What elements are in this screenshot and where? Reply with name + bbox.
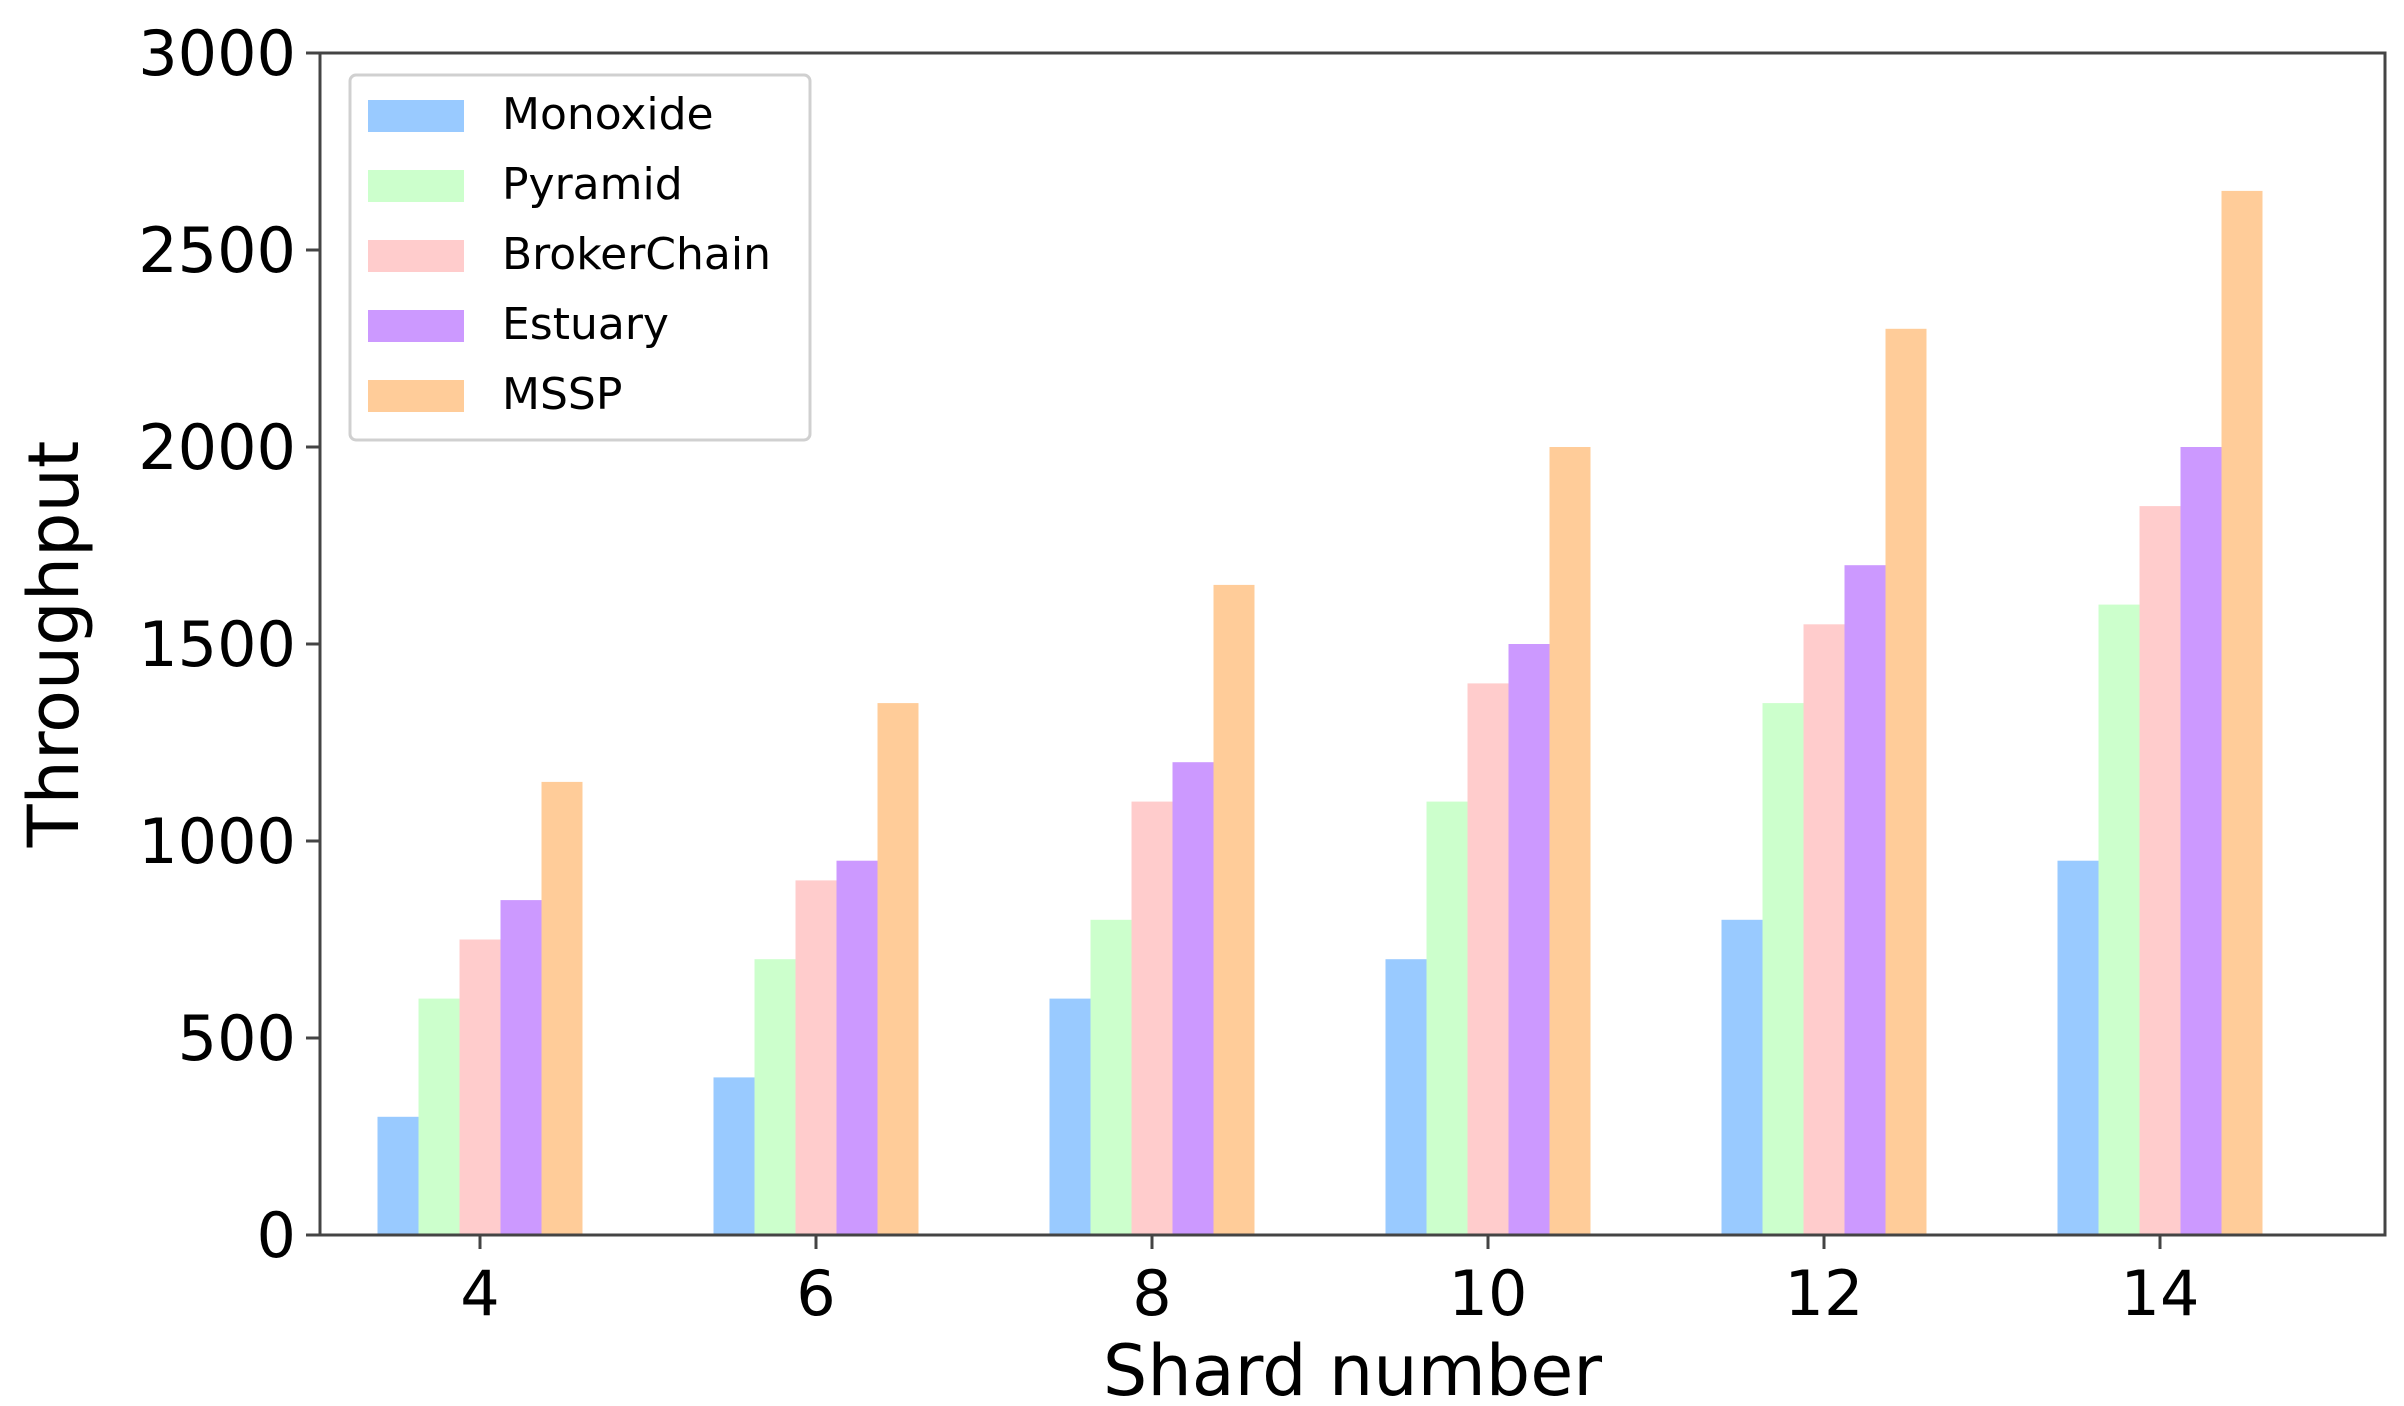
legend-frame [348, 73, 812, 442]
bar-pyramid-4 [418, 998, 460, 1235]
bar-estuary-6 [836, 860, 878, 1235]
bar-mssp-6 [877, 703, 919, 1235]
bar-estuary-10 [1508, 644, 1550, 1235]
bar-brokerchain-12 [1803, 624, 1845, 1235]
x-tick-label: 8 [1132, 1257, 1171, 1330]
bar-pyramid-12 [1762, 703, 1804, 1235]
bar-mssp-4 [541, 781, 583, 1235]
x-axis-label: Shard number [1103, 1330, 1602, 1406]
y-tick-label: 2000 [138, 411, 296, 484]
bar-monoxide-10 [1385, 959, 1427, 1235]
y-axis-label: Throughput [13, 441, 95, 849]
legend-swatch-mssp [368, 380, 464, 412]
legend-label-estuary: Estuary [502, 299, 669, 350]
legend: Monoxide Pyramid BrokerChain Estuary MSSP [348, 73, 812, 442]
bar-estuary-4 [500, 900, 542, 1235]
bar-estuary-12 [1844, 565, 1886, 1235]
legend-swatch-monoxide [368, 100, 464, 132]
bar-monoxide-8 [1049, 998, 1091, 1235]
bar-brokerchain-8 [1131, 801, 1173, 1235]
bar-mssp-12 [1885, 328, 1927, 1235]
bar-brokerchain-14 [2139, 506, 2181, 1236]
x-tick-label: 4 [460, 1257, 499, 1330]
bar-monoxide-12 [1721, 919, 1763, 1235]
bar-mssp-8 [1213, 584, 1255, 1235]
bar-brokerchain-4 [459, 939, 501, 1235]
bar-estuary-14 [2180, 447, 2222, 1235]
legend-swatch-brokerchain [368, 240, 464, 272]
y-axis-ticks: 0 500 1000 1500 2000 2500 3000 [138, 17, 320, 1272]
legend-swatch-estuary [368, 310, 464, 342]
y-tick-label: 1000 [138, 805, 296, 878]
bar-estuary-8 [1172, 762, 1214, 1235]
y-tick-label: 500 [178, 1002, 296, 1075]
bar-monoxide-6 [713, 1077, 755, 1235]
legend-label-pyramid: Pyramid [502, 159, 683, 210]
x-tick-label: 10 [1449, 1257, 1528, 1330]
bar-pyramid-14 [2098, 604, 2140, 1235]
y-tick-label: 3000 [138, 17, 296, 90]
bar-monoxide-4 [377, 1116, 419, 1235]
x-tick-label: 12 [1785, 1257, 1864, 1330]
bar-brokerchain-10 [1467, 683, 1509, 1235]
bar-brokerchain-6 [795, 880, 837, 1235]
bar-pyramid-10 [1426, 801, 1468, 1235]
bar-monoxide-14 [2057, 860, 2099, 1235]
bars-layer [377, 190, 2263, 1236]
bar-pyramid-6 [754, 959, 796, 1235]
x-tick-label: 14 [2121, 1257, 2200, 1330]
legend-swatch-pyramid [368, 170, 464, 202]
legend-label-brokerchain: BrokerChain [502, 229, 771, 280]
bar-pyramid-8 [1090, 919, 1132, 1235]
x-axis-ticks: 4 6 8 10 12 14 [460, 1235, 2199, 1330]
x-tick-label: 6 [796, 1257, 835, 1330]
y-tick-label: 1500 [138, 608, 296, 681]
legend-label-mssp: MSSP [502, 369, 622, 420]
bar-mssp-14 [2221, 190, 2263, 1235]
legend-label-monoxide: Monoxide [502, 89, 714, 140]
bar-mssp-10 [1549, 447, 1591, 1235]
y-tick-label: 2500 [138, 214, 296, 287]
y-tick-label: 0 [257, 1199, 296, 1272]
